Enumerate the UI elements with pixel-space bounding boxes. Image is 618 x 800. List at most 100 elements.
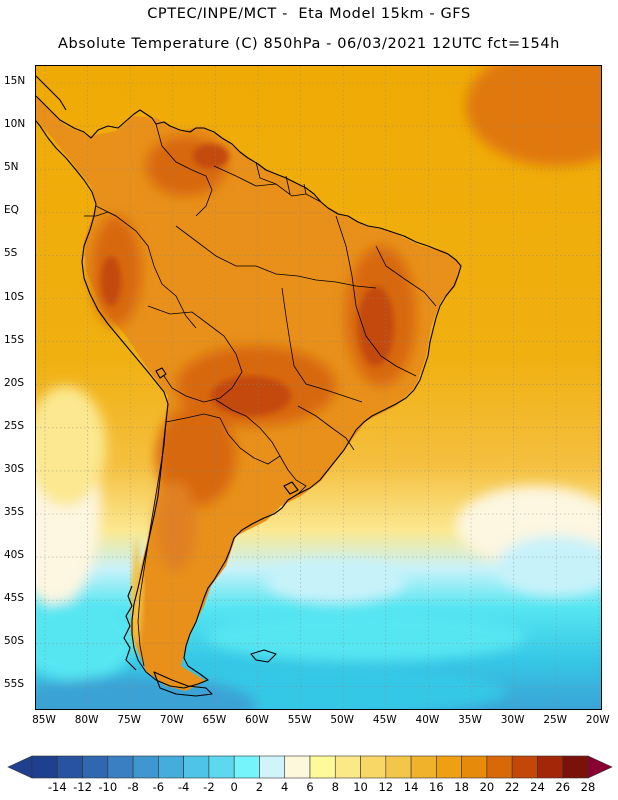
colorbar-label: 8 — [331, 780, 339, 794]
colorbar — [7, 755, 613, 779]
hot-core-paraguay — [211, 376, 291, 416]
central-america-coast — [36, 75, 67, 111]
ocean-yellow-west — [36, 386, 106, 506]
lat-label: 50S — [4, 635, 25, 648]
lon-label: 70W — [159, 714, 184, 726]
lat-label: 25S — [4, 419, 25, 432]
colorbar-swatches — [7, 755, 613, 779]
lon-label: 45W — [372, 714, 397, 726]
colorbar-swatch — [259, 755, 286, 779]
colorbar-swatch — [486, 755, 513, 779]
chart-title-line1: CPTEC/INPE/MCT - Eta Model 15km - GFS — [147, 6, 471, 22]
colorbar-swatch — [436, 755, 462, 779]
border-brazil-states-3 — [335, 215, 417, 377]
border-amazon-west — [175, 225, 256, 267]
ocean-field — [36, 66, 601, 709]
colorbar-swatch — [511, 755, 538, 779]
ocean-lightcyan-east — [496, 536, 601, 596]
lon-label: 75W — [117, 714, 142, 726]
colorbar-swatch — [233, 755, 260, 779]
colorbar-label: 0 — [230, 780, 238, 794]
colorbar-label: 26 — [555, 780, 571, 794]
colorbar-swatch — [208, 755, 235, 779]
lon-label: 60W — [245, 714, 269, 726]
border-bolivia — [147, 305, 243, 403]
colorbar-arrow-high — [587, 755, 613, 779]
lat-label: 40S — [4, 549, 25, 562]
colorbar-label: -4 — [177, 780, 190, 794]
lon-label: 85W — [32, 714, 56, 726]
lat-label: 10N — [4, 118, 26, 131]
colorbar-arrow-low — [7, 755, 33, 779]
lon-label: 50W — [330, 714, 355, 726]
colorbar-swatch — [31, 755, 58, 779]
colorbar-swatch — [334, 755, 361, 779]
map-canvas — [36, 66, 601, 709]
chile-fjords — [123, 585, 137, 671]
colorbar-label: 12 — [378, 780, 394, 794]
ocean-warm-ne — [466, 66, 601, 166]
colorbar-swatch — [132, 755, 159, 779]
lon-label: 40W — [415, 714, 440, 726]
chart-title-line2: Absolute Temperature (C) 850hPa - 06/03/… — [58, 36, 560, 52]
lat-label: 10S — [4, 290, 25, 303]
colorbar-swatch — [410, 755, 437, 779]
lake-titicaca — [155, 367, 167, 379]
hot-core-bahia — [358, 286, 394, 366]
colorbar-swatch — [562, 755, 589, 779]
andes-cool-strip — [131, 536, 144, 656]
hot-core-venezuela — [193, 144, 229, 168]
colorbar-label: 22 — [504, 780, 520, 794]
lon-label: 80W — [74, 714, 99, 726]
border-argentina-north — [165, 413, 221, 423]
colorbar-swatch — [537, 755, 564, 779]
colorbar-label: 2 — [255, 780, 264, 794]
colorbar-swatch — [309, 755, 336, 779]
coastline-main — [36, 95, 462, 689]
lat-label: 30S — [4, 462, 25, 475]
colorbar-swatch — [461, 755, 488, 779]
colorbar-label: 6 — [306, 780, 314, 794]
lon-label: 35W — [458, 714, 482, 726]
lat-label: 15S — [4, 333, 25, 346]
colorbar-label: 16 — [429, 780, 444, 794]
lat-label: 5S — [4, 247, 18, 260]
lat-label: 55S — [4, 678, 25, 691]
border-brazil-states-2 — [281, 287, 363, 403]
hot-core-peru — [101, 256, 121, 306]
graticule — [36, 66, 601, 709]
colorbar-swatch — [56, 755, 83, 779]
warm-patagonia-north — [156, 481, 196, 571]
border-argentina-chile — [137, 421, 167, 667]
lon-label: 30W — [500, 714, 525, 726]
border-colombia-venezuela — [155, 123, 213, 217]
colorbar-label: 10 — [353, 780, 368, 794]
tierra-del-fuego — [153, 671, 213, 697]
border-brazil-states-1 — [255, 265, 377, 289]
lat-label: 45S — [4, 592, 25, 605]
colorbar-label: -12 — [73, 780, 92, 794]
colorbar-swatch — [360, 755, 387, 779]
colorbar-swatch — [82, 755, 109, 779]
colorbar-label: 4 — [281, 780, 289, 794]
lon-label: 25W — [543, 714, 568, 726]
hot-cores — [101, 144, 394, 416]
ocean-lightcyan-mid — [266, 559, 406, 603]
colorbar-label: 20 — [479, 780, 495, 794]
border-brazil-states-5 — [297, 405, 355, 451]
ocean-cyan-sw — [36, 601, 136, 681]
border-ecuador — [84, 211, 117, 217]
colorbar-label: -10 — [98, 780, 118, 794]
ocean-blue-sw — [36, 676, 256, 709]
colorbar-label: 18 — [454, 780, 469, 794]
colorbar-label: 24 — [530, 780, 545, 794]
lon-label: 20W — [585, 714, 610, 726]
border-uruguay — [279, 455, 307, 495]
lon-label: 55W — [287, 714, 312, 726]
lat-label: 35S — [4, 506, 25, 518]
coastline — [36, 75, 462, 697]
lon-label: 65W — [202, 714, 227, 726]
border-brazil-states-4 — [375, 245, 437, 307]
colorbar-label: 14 — [403, 780, 419, 794]
lat-label: 5N — [4, 161, 19, 174]
